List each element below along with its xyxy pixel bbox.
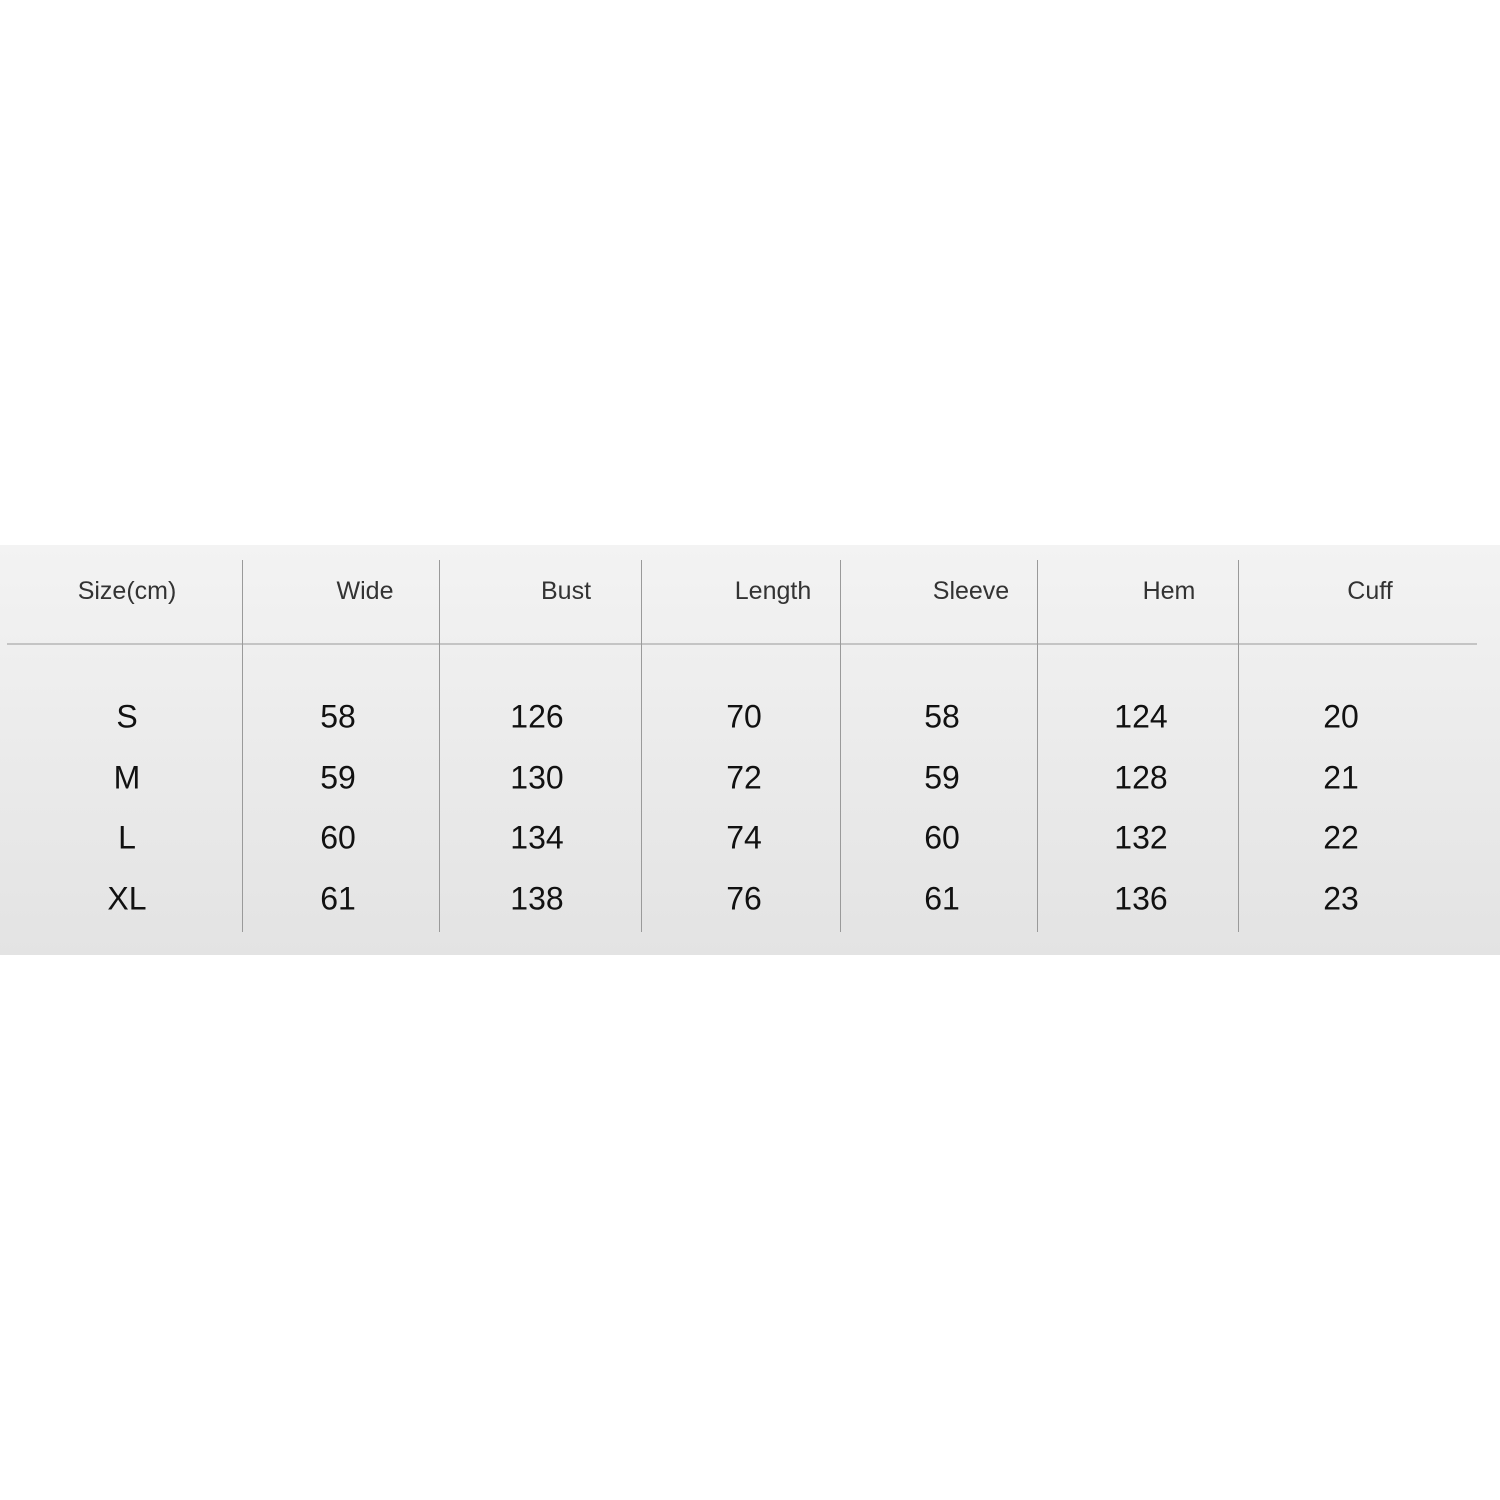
column-divider (242, 560, 243, 932)
column-header: Length (734, 577, 812, 605)
measurement-cell: 128 (1114, 759, 1168, 796)
measurement-cell: 61 (320, 880, 356, 917)
size-label: L (118, 819, 136, 856)
column-header: Hem (1142, 577, 1196, 605)
measurement-cell: 21 (1323, 759, 1359, 796)
column-header: Size(cm) (77, 577, 177, 605)
measurement-cell: 59 (924, 759, 960, 796)
measurement-cell: 124 (1114, 698, 1168, 735)
measurement-cell: 59 (320, 759, 356, 796)
column-divider (1238, 560, 1239, 932)
measurement-cell: 126 (510, 698, 564, 735)
size-label: M (113, 759, 141, 796)
measurement-cell: 23 (1323, 880, 1359, 917)
measurement-cell: 61 (924, 880, 960, 917)
column-header: Wide (336, 577, 394, 605)
column-divider (1037, 560, 1038, 932)
measurement-cell: 134 (510, 819, 564, 856)
measurement-cell: 72 (726, 759, 762, 796)
column-header: Bust (540, 577, 592, 605)
measurement-cell: 130 (510, 759, 564, 796)
measurement-cell: 58 (320, 698, 356, 735)
measurement-cell: 60 (924, 819, 960, 856)
measurement-cell: 74 (726, 819, 762, 856)
header-divider (7, 643, 1477, 645)
measurement-cell: 20 (1323, 698, 1359, 735)
column-divider (840, 560, 841, 932)
column-divider (641, 560, 642, 932)
measurement-cell: 70 (726, 698, 762, 735)
measurement-cell: 58 (924, 698, 960, 735)
measurement-cell: 22 (1323, 819, 1359, 856)
column-divider (439, 560, 440, 932)
size-label: XL (107, 880, 147, 917)
measurement-cell: 60 (320, 819, 356, 856)
measurement-cell: 138 (510, 880, 564, 917)
size-label: S (116, 698, 138, 735)
column-header: Sleeve (932, 577, 1010, 605)
measurement-cell: 132 (1114, 819, 1168, 856)
measurement-cell: 136 (1114, 880, 1168, 917)
size-chart-table: Size(cm) Wide Bust Length Sleeve Hem Cuff S 58 12… (0, 545, 1500, 955)
column-header: Cuff (1347, 577, 1393, 605)
measurement-cell: 76 (726, 880, 762, 917)
